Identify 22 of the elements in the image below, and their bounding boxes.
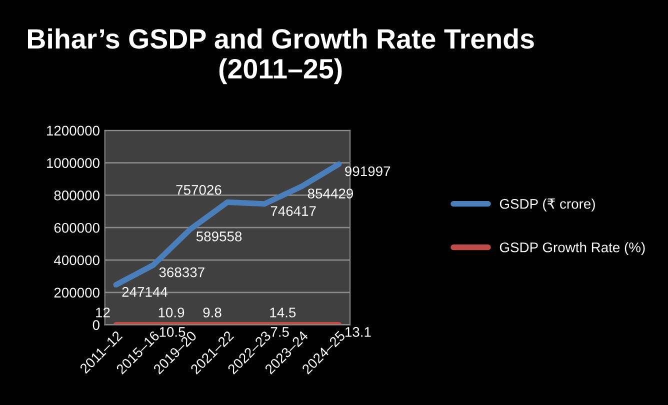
y-tick-label: 0 bbox=[92, 320, 100, 330]
data-label: 12 bbox=[96, 308, 110, 318]
y-tick-label: 600000 bbox=[54, 222, 100, 233]
data-label: 247144 bbox=[122, 287, 168, 297]
data-label: 9.8 bbox=[203, 308, 222, 318]
data-label: 589558 bbox=[196, 232, 242, 242]
data-label: 368337 bbox=[159, 267, 204, 278]
data-label: 13.1 bbox=[346, 327, 371, 337]
y-tick-label: 1200000 bbox=[47, 126, 100, 136]
legend-label: GSDP (₹ crore) bbox=[500, 198, 595, 212]
y-tick-label: 400000 bbox=[54, 255, 100, 266]
legend-label: GSDP Growth Rate (%) bbox=[500, 242, 645, 256]
y-tick-label: 1000000 bbox=[47, 158, 100, 168]
data-label: 14.5 bbox=[270, 308, 296, 318]
data-label: 854429 bbox=[308, 188, 353, 198]
data-label: 10.9 bbox=[158, 308, 184, 318]
chart-title: Bihar’s GSDP and Growth Rate Trends (2011–25) bbox=[28, 28, 534, 84]
data-label: 991997 bbox=[345, 166, 390, 176]
y-tick-label: 200000 bbox=[54, 288, 100, 298]
data-label: 746417 bbox=[270, 206, 316, 216]
y-tick-label: 800000 bbox=[54, 190, 100, 200]
data-label: 757026 bbox=[176, 184, 222, 195]
